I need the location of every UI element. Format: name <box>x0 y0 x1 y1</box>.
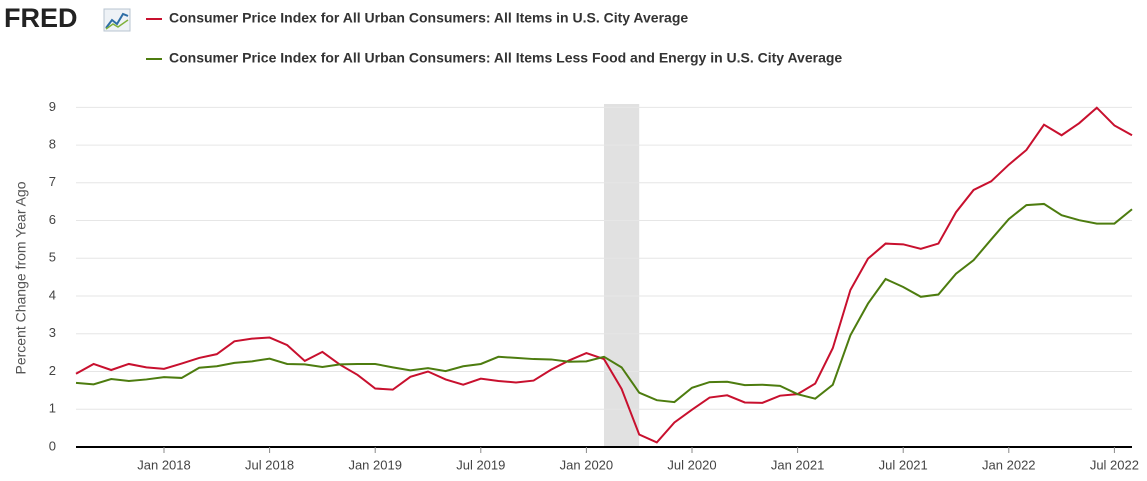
y-tick-label: 7 <box>49 174 56 189</box>
x-tick-label: Jan 2019 <box>348 457 402 472</box>
x-tick-label: Jul 2022 <box>1090 457 1139 472</box>
logo: FRED <box>4 3 78 33</box>
y-tick-label: 3 <box>49 325 56 340</box>
legend-label: Consumer Price Index for All Urban Consu… <box>169 50 842 66</box>
y-tick-label: 4 <box>49 287 56 302</box>
logo-icon <box>103 8 131 32</box>
y-tick-label: 5 <box>49 250 56 265</box>
recession-band <box>604 104 640 447</box>
x-tick-label: Jan 2020 <box>560 457 614 472</box>
y-tick-label: 1 <box>49 401 56 416</box>
y-tick-label: 0 <box>49 438 56 453</box>
x-tick-label: Jul 2020 <box>667 457 716 472</box>
y-axis-label: Percent Change from Year Ago <box>13 181 29 374</box>
x-tick-label: Jul 2019 <box>456 457 505 472</box>
y-tick-label: 9 <box>49 99 56 114</box>
x-tick-label: Jan 2018 <box>137 457 191 472</box>
x-tick-label: Jul 2018 <box>245 457 294 472</box>
y-tick-label: 8 <box>49 137 56 152</box>
y-tick-label: 2 <box>49 363 56 378</box>
x-tick-label: Jan 2022 <box>982 457 1036 472</box>
x-tick-label: Jul 2021 <box>879 457 928 472</box>
y-tick-label: 6 <box>49 212 56 227</box>
series-line <box>75 202 1133 404</box>
x-tick-label: Jan 2021 <box>771 457 825 472</box>
legend-label: Consumer Price Index for All Urban Consu… <box>169 10 688 26</box>
series-line <box>75 106 1133 444</box>
